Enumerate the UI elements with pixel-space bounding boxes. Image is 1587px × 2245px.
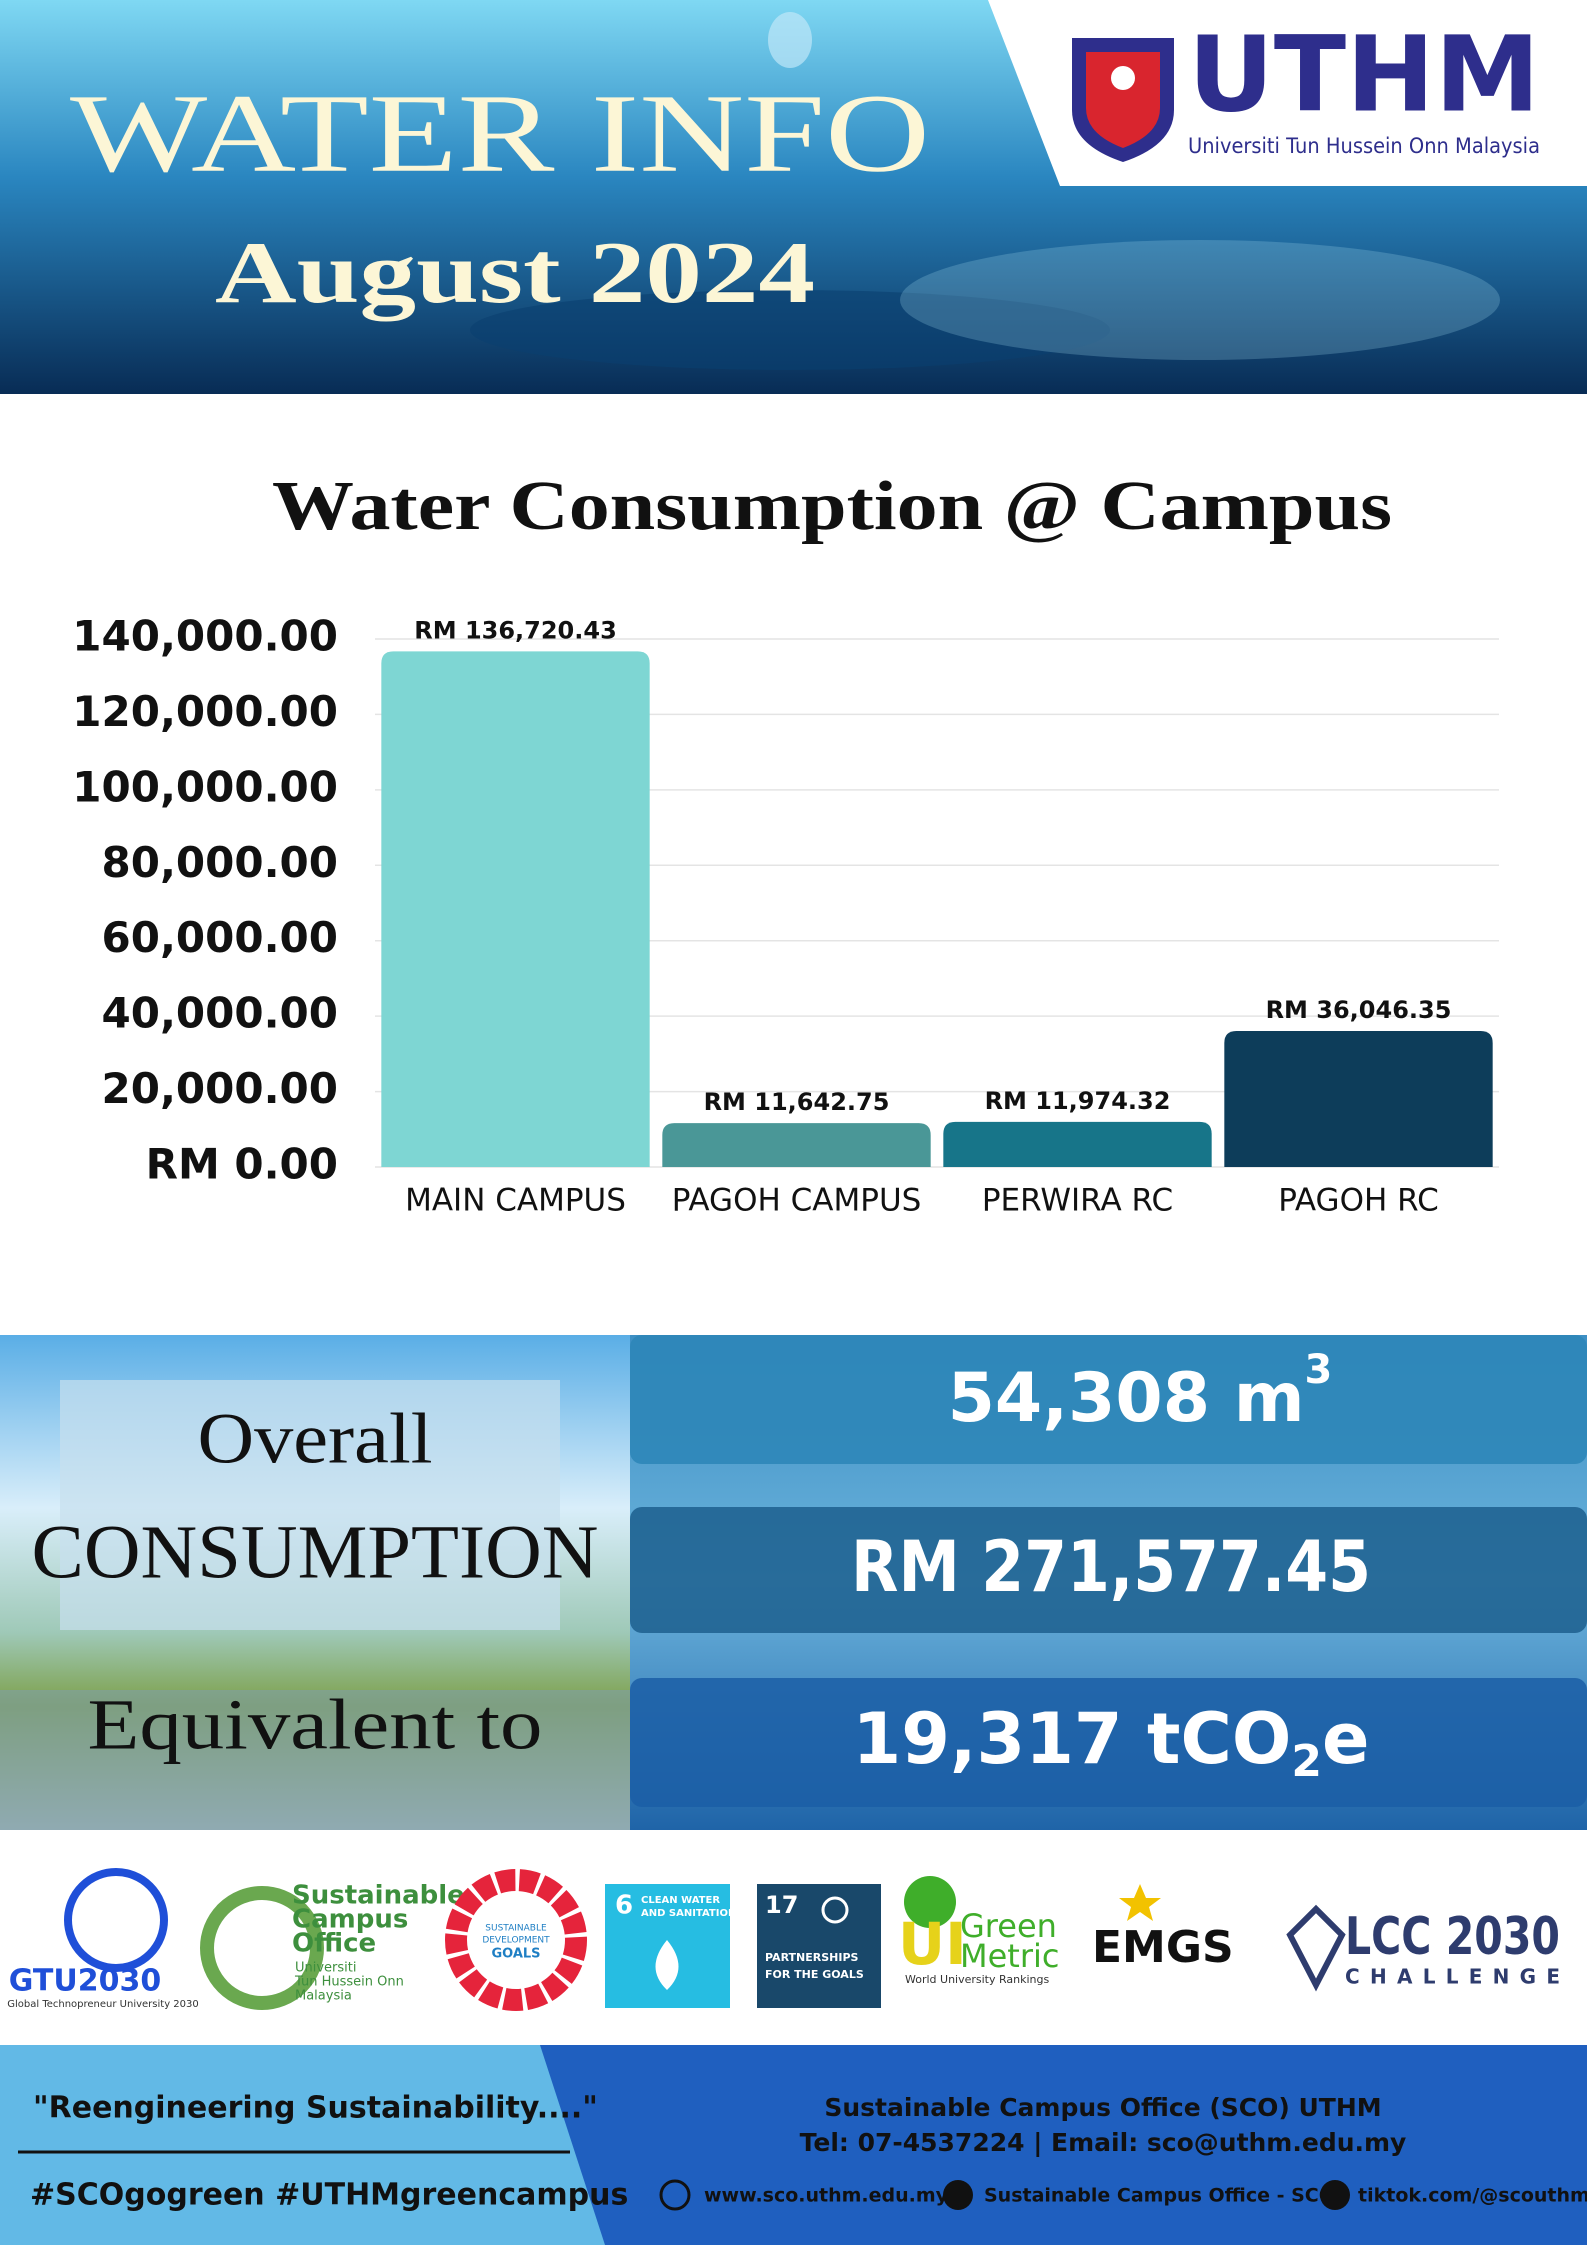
stat-volume: 54,308 m3 xyxy=(948,1347,1333,1438)
emgs-name: EMGS xyxy=(1092,1922,1234,1973)
gtu-icon xyxy=(64,1868,168,1972)
greenmetric-name: Metric xyxy=(960,1937,1059,1975)
sdg17-tile xyxy=(757,1884,881,2008)
sdg17-text: FOR THE GOALS xyxy=(765,1968,864,1981)
footer-website: www.sco.uthm.edu.my xyxy=(704,2185,949,2207)
logo-tagline: Universiti Tun Hussein Onn Malaysia xyxy=(1188,134,1540,158)
chart-title: Water Consumption @ Campus xyxy=(272,468,1392,545)
sdg-text: GOALS xyxy=(491,1947,540,1962)
footer-hashtags: #SCOgogreen #UTHMgreencampus xyxy=(30,2178,628,2213)
gtu-caption: Global Technopreneur University 2030 xyxy=(7,1999,199,2010)
sdg17-text: PARTNERSHIPS xyxy=(765,1951,859,1964)
footer-left-panel xyxy=(0,2045,605,2245)
sco-caption: Universiti xyxy=(295,1961,357,1976)
gtu-name: GTU2030 xyxy=(9,1964,161,1999)
y-tick-label: 140,000.00 xyxy=(72,612,338,661)
x-tick-label: MAIN CAMPUS xyxy=(405,1183,626,1219)
x-tick-label: PAGOH RC xyxy=(1278,1183,1439,1219)
ripple xyxy=(470,290,1110,370)
facebook-icon xyxy=(943,2180,973,2210)
sdg17-icon xyxy=(821,1896,849,1924)
bar xyxy=(943,1121,1212,1167)
header-title: WATER INFO xyxy=(70,72,930,196)
web-icon xyxy=(659,2179,691,2211)
footer-quote: "Reengineering Sustainability...." xyxy=(33,2091,598,2126)
stat-carbon: 19,317 tCO2e xyxy=(853,1698,1370,1787)
y-tick-label: RM 0.00 xyxy=(146,1140,338,1189)
lake xyxy=(0,1690,630,1830)
footer-office: Sustainable Campus Office (SCO) UTHM xyxy=(824,2093,1381,2122)
emgs-star xyxy=(1119,1884,1161,1921)
summary-consumption: CONSUMPTION xyxy=(32,1510,599,1594)
stat-volume-text: 54,308 m xyxy=(948,1359,1305,1438)
sco-caption: Malaysia xyxy=(295,1989,352,2004)
chart-bg xyxy=(0,394,1587,1335)
stat-box xyxy=(630,1507,1587,1633)
sdg-wheel xyxy=(445,1869,587,2011)
uthm-shield-emblem xyxy=(1111,66,1135,90)
stat-box xyxy=(630,1335,1587,1464)
value-label: RM 136,720.43 xyxy=(414,616,617,644)
footer-tiktok: tiktok.com/@scouthm xyxy=(1358,2185,1587,2207)
splash xyxy=(900,240,1500,360)
lcc-icon xyxy=(1286,1904,1346,1992)
value-label: RM 11,974.32 xyxy=(985,1087,1171,1115)
stat-cost: RM 271,577.45 xyxy=(851,1526,1371,1608)
greenmetric-ui: UI xyxy=(898,1910,967,1978)
value-label: RM 36,046.35 xyxy=(1266,996,1452,1024)
y-tick-label: 80,000.00 xyxy=(102,838,338,887)
logo-name: UTHM xyxy=(1188,13,1540,135)
sdg6-text: AND SANITATION xyxy=(641,1908,736,1919)
footer-contact: Tel: 07-4537224 | Email: sco@uthm.edu.my xyxy=(800,2128,1407,2157)
stat-volume-sup: 3 xyxy=(1305,1347,1333,1393)
sdg17-number: 17 xyxy=(765,1891,798,1919)
x-tick-label: PERWIRA RC xyxy=(982,1183,1173,1219)
greenmetric-name: Green xyxy=(960,1907,1057,1945)
building xyxy=(60,1380,560,1630)
lcc-name: LCC 2030 xyxy=(1345,1907,1560,1967)
value-label: RM 11,642.75 xyxy=(704,1088,890,1116)
y-tick-label: 60,000.00 xyxy=(102,913,338,962)
y-tick-label: 40,000.00 xyxy=(102,989,338,1038)
tiktok-icon xyxy=(1320,2180,1350,2210)
header-subtitle: August 2024 xyxy=(215,225,815,322)
sdg6-icon xyxy=(655,1940,679,1990)
chart: RM 0.00 20,000.00 40,000.00 60,000.00 80,000… xyxy=(72,612,1499,1219)
summary-overall: Overall xyxy=(198,1399,433,1479)
bar xyxy=(1224,1031,1493,1167)
sco-name: Sustainable xyxy=(292,1881,465,1911)
y-tick-label: 120,000.00 xyxy=(72,687,338,736)
droplet xyxy=(768,12,812,68)
y-tick-label: 20,000.00 xyxy=(102,1064,338,1113)
sco-icon xyxy=(200,1886,324,2010)
greenmetric-caption: World University Rankings xyxy=(905,1973,1049,1986)
greenmetric-globe xyxy=(904,1876,956,1928)
x-tick-label: PAGOH CAMPUS xyxy=(672,1183,922,1219)
sco-name: Office xyxy=(292,1929,376,1959)
sdg-text: DEVELOPMENT xyxy=(482,1936,550,1946)
stat-carbon-tail: e xyxy=(1322,1698,1369,1780)
sco-caption: Tun Hussein Onn xyxy=(294,1975,404,1990)
sdg6-text: CLEAN WATER xyxy=(641,1895,720,1906)
sdg6-number: 6 xyxy=(615,1891,633,1921)
footer-facebook: Sustainable Campus Office - SCO xyxy=(984,2185,1335,2207)
lcc-caption: CHALLENGE xyxy=(1345,1965,1560,1989)
bar xyxy=(381,651,650,1167)
stat-carbon-text: 19,317 tCO xyxy=(853,1698,1292,1780)
sco-name: Campus xyxy=(292,1905,408,1935)
sdg-text: SUSTAINABLE xyxy=(485,1924,547,1934)
y-tick-label: 100,000.00 xyxy=(72,762,338,811)
summary-equivalent: Equivalent to xyxy=(88,1685,543,1765)
stat-carbon-sub: 2 xyxy=(1291,1736,1322,1787)
stat-box xyxy=(630,1678,1587,1807)
bar xyxy=(662,1123,931,1167)
uthm-shield-inner xyxy=(1086,52,1160,148)
